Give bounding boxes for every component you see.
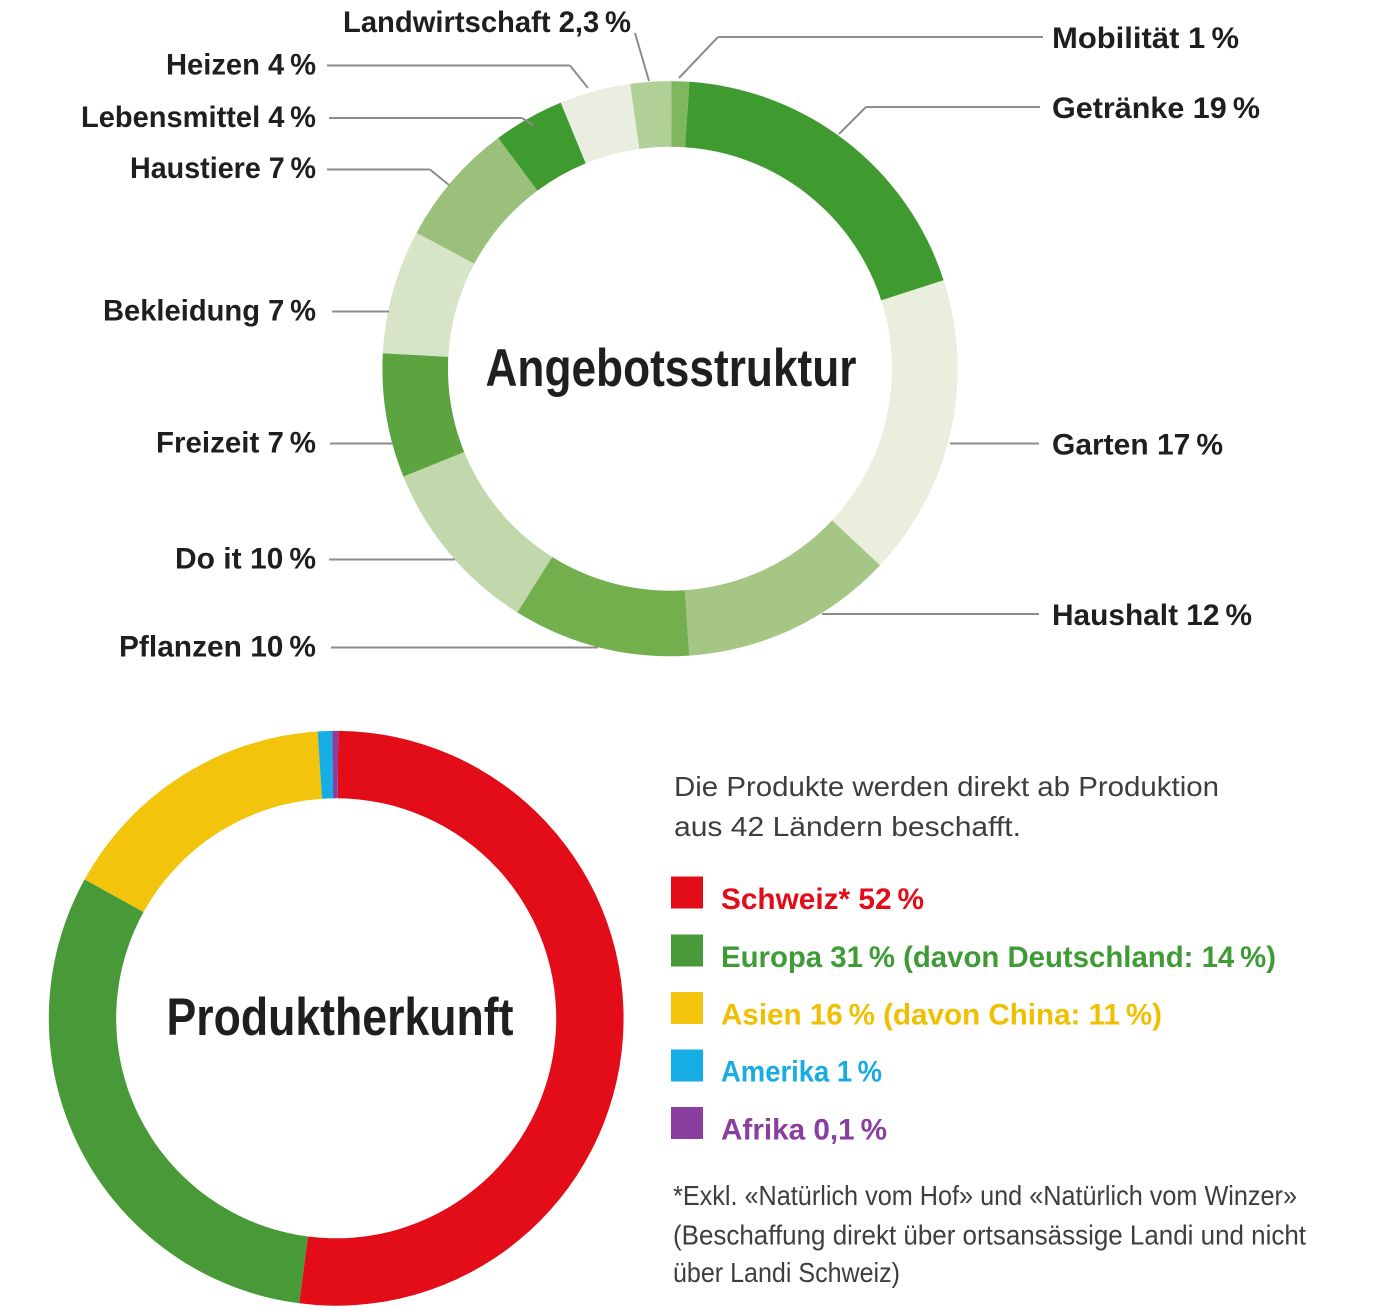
svg-text:Haushalt 12 %: Haushalt 12 %	[1052, 599, 1252, 632]
svg-text:Amerika 1 %: Amerika 1 %	[721, 1056, 882, 1089]
svg-text:Asien 16 % (davon China: 11 %): Asien 16 % (davon China: 11 %)	[721, 999, 1162, 1032]
svg-text:Bekleidung 7 %: Bekleidung 7 %	[103, 295, 316, 328]
svg-text:Afrika 0,1 %: Afrika 0,1 %	[721, 1114, 887, 1147]
svg-text:aus 42 Ländern beschafft.: aus 42 Ländern beschafft.	[674, 811, 1021, 842]
svg-text:Garten 17 %: Garten 17 %	[1052, 429, 1223, 462]
svg-text:Schweiz* 52 %: Schweiz* 52 %	[721, 883, 924, 916]
svg-text:Getränke 19 %: Getränke 19 %	[1052, 92, 1260, 125]
svg-text:Mobilität 1 %: Mobilität 1 %	[1052, 22, 1239, 55]
svg-text:Lebensmittel 4 %: Lebensmittel 4 %	[81, 101, 316, 134]
svg-text:Heizen 4 %: Heizen 4 %	[166, 49, 316, 82]
svg-text:Produktherkunft: Produktherkunft	[167, 988, 514, 1047]
svg-text:Landwirtschaft 2,3 %: Landwirtschaft 2,3 %	[343, 6, 631, 39]
svg-text:Do it 10 %: Do it 10 %	[175, 543, 316, 576]
svg-text:Haustiere 7 %: Haustiere 7 %	[130, 152, 316, 185]
svg-text:Pflanzen 10 %: Pflanzen 10 %	[119, 631, 316, 664]
svg-text:Angebotsstruktur: Angebotsstruktur	[486, 339, 857, 398]
svg-text:*Exkl. «Natürlich vom Hof» und: *Exkl. «Natürlich vom Hof» und «Natürlic…	[673, 1180, 1297, 1211]
svg-text:über Landi Schweiz): über Landi Schweiz)	[673, 1257, 900, 1288]
svg-text:Europa 31 % (davon Deutschland: Europa 31 % (davon Deutschland: 14 %)	[721, 941, 1276, 974]
svg-text:Freizeit 7 %: Freizeit 7 %	[156, 427, 316, 460]
svg-text:(Beschaffung direkt über ortsa: (Beschaffung direkt über ortsansässige L…	[673, 1220, 1306, 1251]
svg-text:Die Produkte werden direkt ab: Die Produkte werden direkt ab Produktion	[674, 771, 1219, 802]
